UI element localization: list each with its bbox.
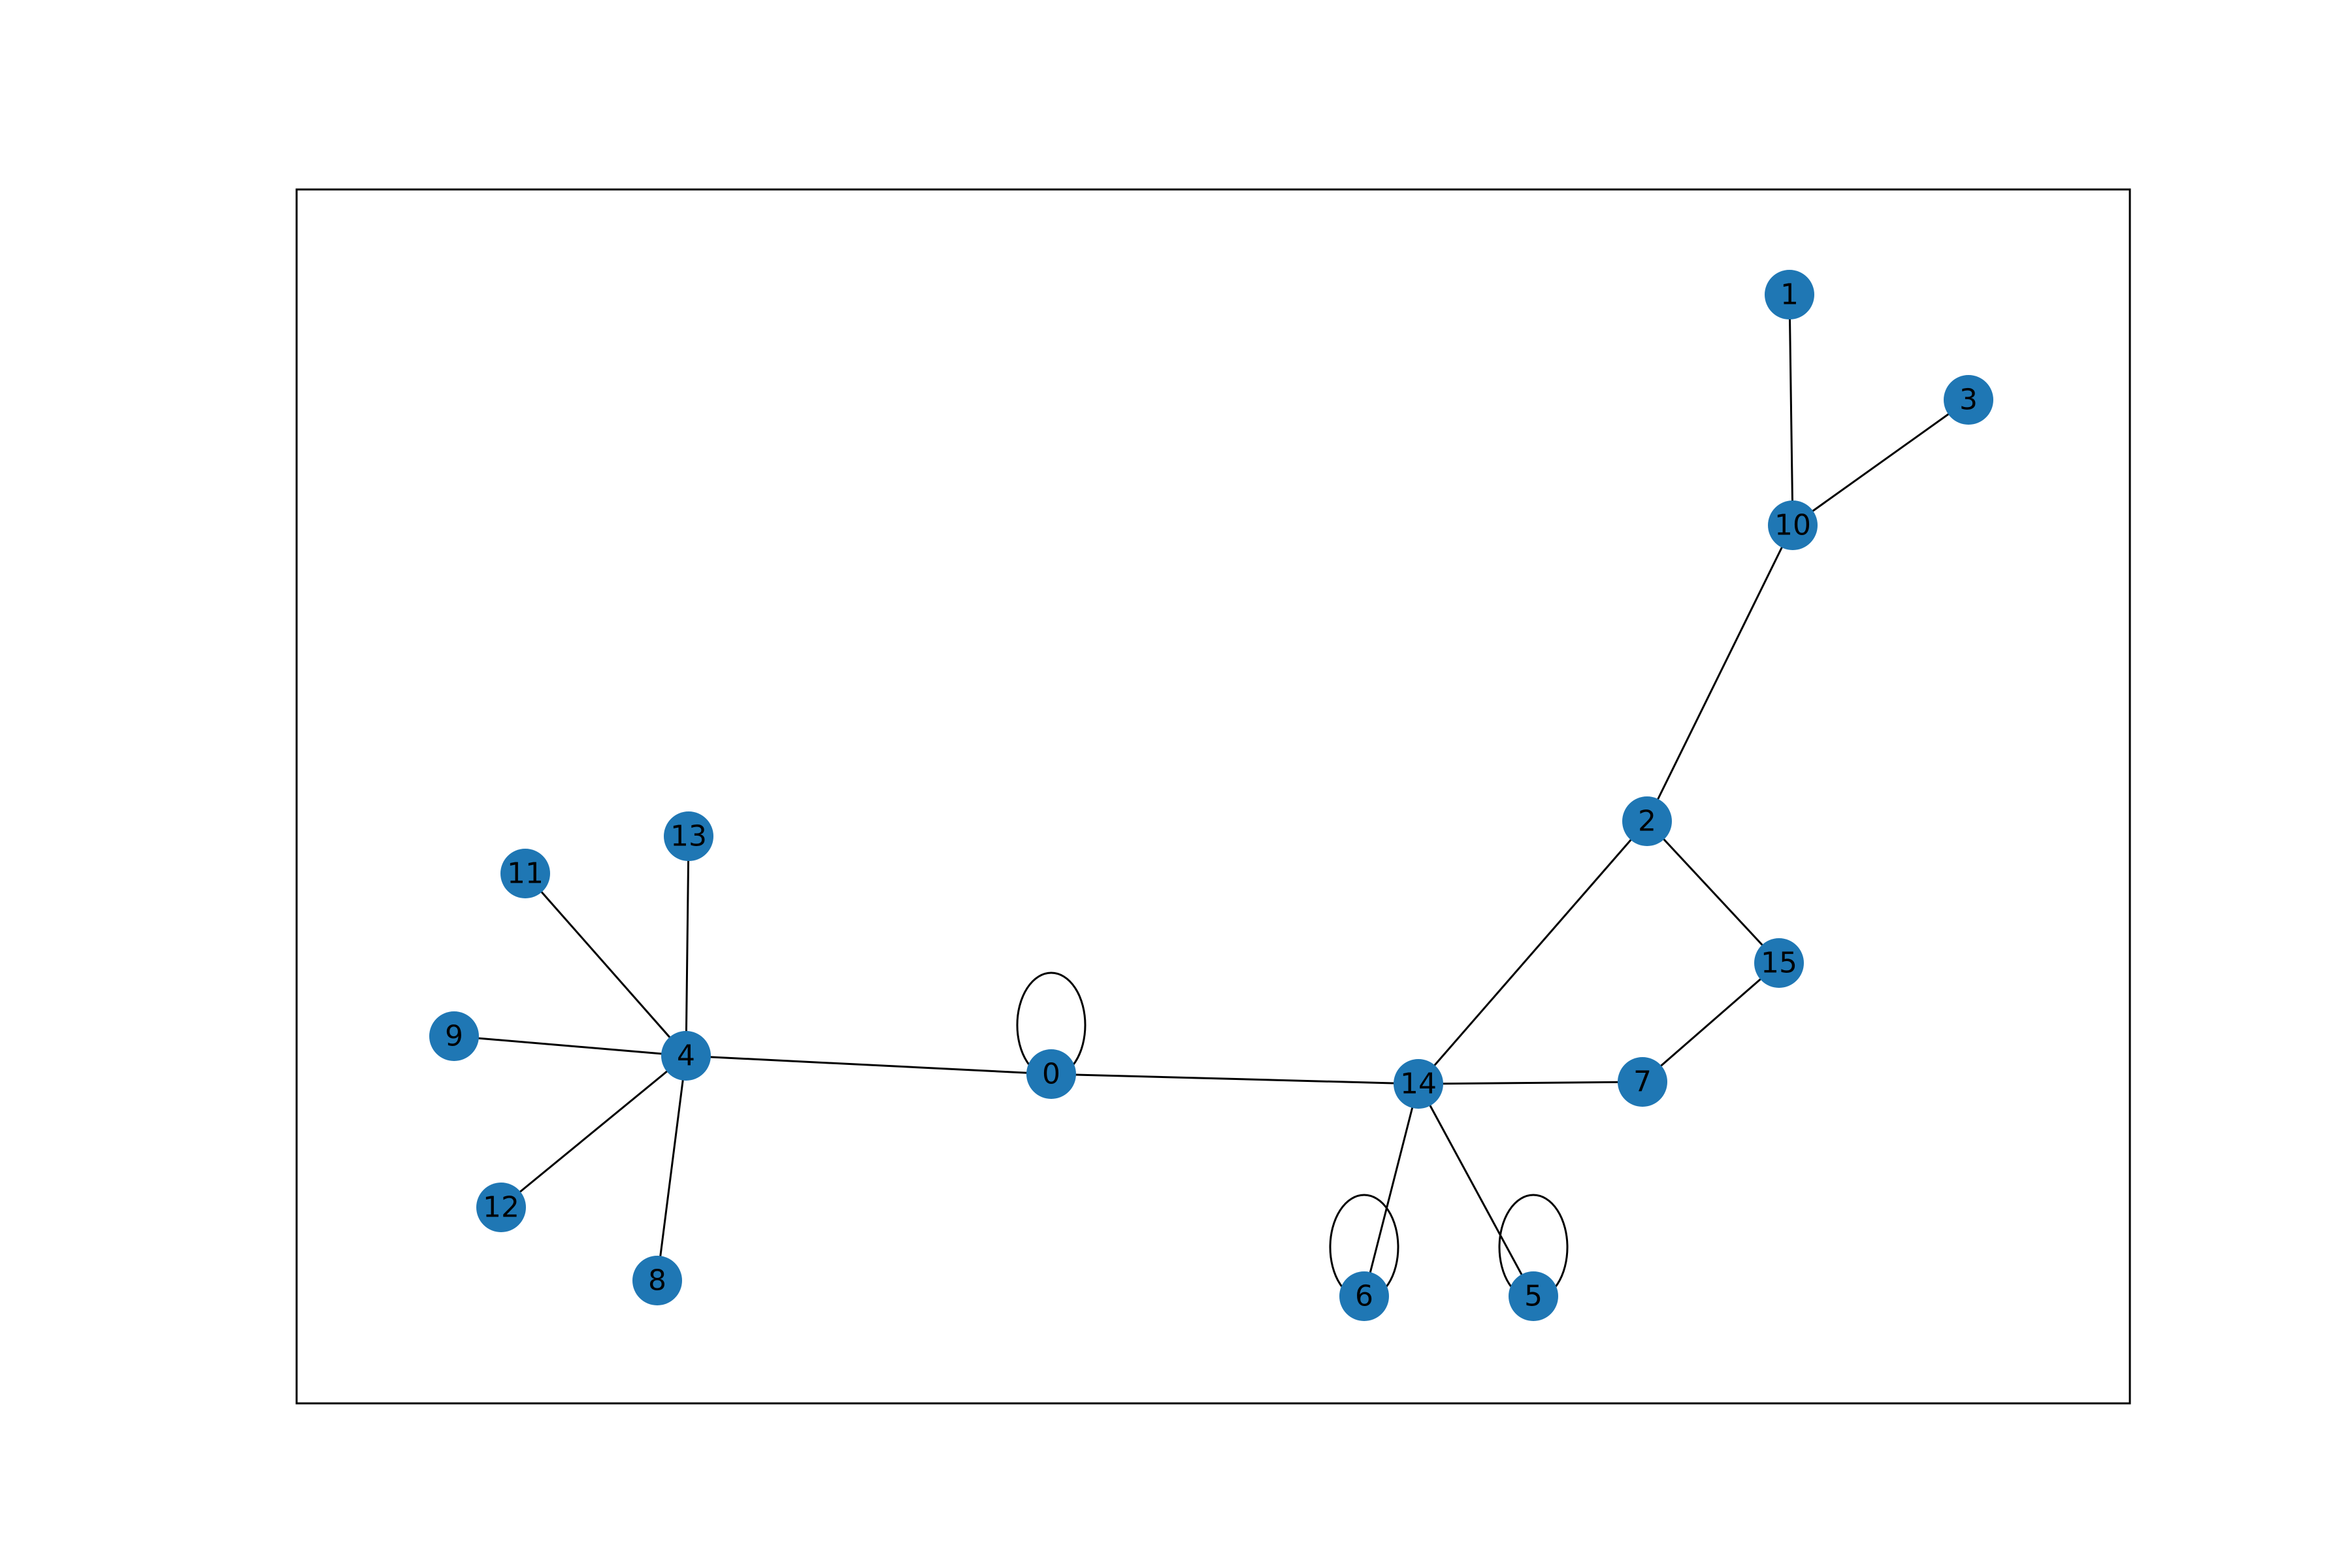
- node-label-13: 13: [670, 820, 707, 853]
- node-label-7: 7: [1633, 1066, 1652, 1099]
- node-circle-12: [476, 1183, 526, 1232]
- edge-0-4: [685, 1054, 1052, 1075]
- node-label-10: 10: [1774, 509, 1811, 542]
- node-circle-6: [1339, 1271, 1389, 1321]
- node-circle-15: [1754, 938, 1804, 988]
- node-14: 14: [1394, 1059, 1443, 1109]
- node-3: 3: [1944, 375, 1993, 425]
- node-circle-3: [1944, 375, 1993, 425]
- node-4: 4: [661, 1031, 711, 1081]
- edge-4-13: [685, 836, 690, 1056]
- edge-7-14: [1418, 1081, 1643, 1085]
- node-6: 6: [1339, 1271, 1389, 1321]
- node-circle-7: [1618, 1057, 1667, 1107]
- node-circle-14: [1394, 1059, 1443, 1109]
- node-circle-13: [664, 811, 713, 861]
- node-label-6: 6: [1355, 1280, 1373, 1313]
- node-circle-11: [500, 849, 550, 898]
- node-circle-8: [632, 1256, 682, 1305]
- node-label-11: 11: [507, 857, 544, 890]
- node-1: 1: [1765, 270, 1814, 319]
- node-circle-0: [1026, 1049, 1076, 1099]
- node-label-5: 5: [1524, 1280, 1543, 1313]
- node-12: 12: [476, 1183, 526, 1232]
- edge-4-12: [500, 1054, 687, 1209]
- edge-1-10: [1788, 294, 1794, 526]
- edge-14-6: [1363, 1083, 1420, 1297]
- edge-4-8: [656, 1055, 687, 1281]
- node-label-9: 9: [445, 1020, 463, 1053]
- node-circle-5: [1509, 1271, 1558, 1321]
- node-label-0: 0: [1042, 1058, 1060, 1091]
- node-label-14: 14: [1400, 1068, 1437, 1101]
- node-circle-2: [1622, 796, 1672, 846]
- edge-3-10: [1792, 399, 1969, 527]
- node-10: 10: [1768, 500, 1818, 550]
- edge-10-2: [1646, 525, 1794, 822]
- node-circle-1: [1765, 270, 1814, 319]
- edge-2-15: [1646, 820, 1780, 964]
- node-8: 8: [632, 1256, 682, 1305]
- node-0: 0: [1026, 1049, 1076, 1099]
- edge-4-11: [524, 873, 687, 1056]
- edge-14-5: [1417, 1083, 1535, 1297]
- edge-14-0: [1051, 1073, 1419, 1085]
- node-circle-10: [1768, 500, 1818, 550]
- node-label-1: 1: [1780, 278, 1799, 312]
- node-2: 2: [1622, 796, 1672, 846]
- edge-4-9: [453, 1035, 687, 1057]
- node-label-2: 2: [1638, 805, 1656, 838]
- node-13: 13: [664, 811, 713, 861]
- node-circle-4: [661, 1031, 711, 1081]
- node-15: 15: [1754, 938, 1804, 988]
- edge-15-7: [1642, 962, 1780, 1083]
- node-circle-9: [429, 1011, 479, 1061]
- self-loops: [1016, 972, 1569, 1301]
- node-label-8: 8: [648, 1264, 666, 1298]
- edges: [453, 294, 1969, 1297]
- plot-frame: [295, 188, 2131, 1405]
- node-7: 7: [1618, 1057, 1667, 1107]
- node-5: 5: [1509, 1271, 1558, 1321]
- node-label-3: 3: [1959, 384, 1978, 417]
- node-11: 11: [500, 849, 550, 898]
- node-9: 9: [429, 1011, 479, 1061]
- node-label-12: 12: [483, 1191, 519, 1224]
- edge-2-14: [1417, 821, 1648, 1085]
- node-label-4: 4: [677, 1039, 695, 1073]
- node-label-15: 15: [1761, 947, 1797, 980]
